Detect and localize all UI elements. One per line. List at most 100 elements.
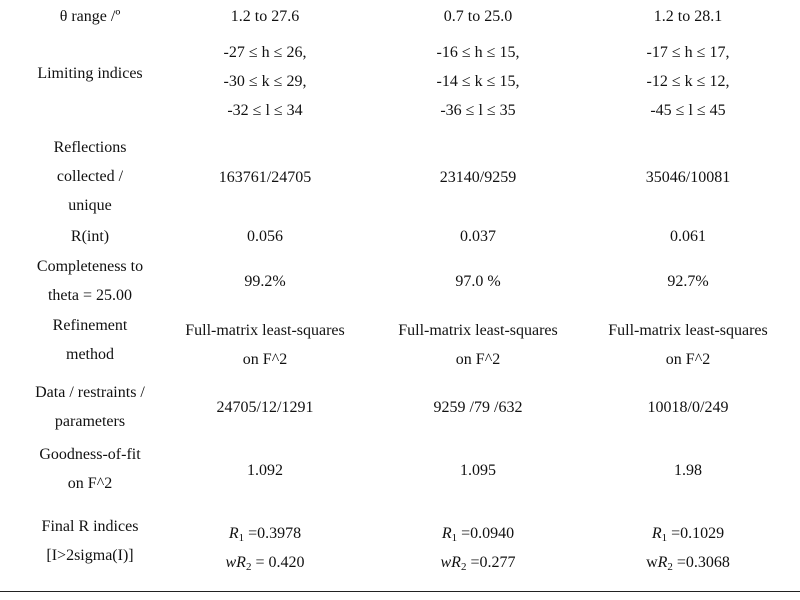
- label-line: θ range /º: [59, 8, 121, 25]
- value-line: Full-matrix least-squares: [608, 322, 768, 339]
- row-final-r-indices-value-3: R1 =0.1029 wR2 =0.3068: [583, 519, 793, 577]
- label-line: method: [66, 346, 114, 363]
- value-line: 35046/10081: [645, 169, 731, 186]
- row-refinement-method-label: Refinement method: [0, 311, 180, 369]
- value-line: Full-matrix least-squares: [398, 322, 558, 339]
- row-final-r-indices-label: Final R indices [I>2sigma(I)]: [0, 512, 180, 570]
- row-completeness-value-3: 92.7%: [583, 267, 793, 296]
- r1-value: =0.0940: [461, 525, 515, 542]
- label-line: Final R indices: [41, 518, 139, 535]
- r1-line: R1 =0.1029: [651, 525, 725, 544]
- label-line: Refinement: [52, 317, 128, 334]
- r1-value: =0.3978: [248, 525, 302, 542]
- row-theta-range-label: θ range /º: [0, 2, 180, 31]
- value-line: 1.095: [460, 462, 496, 479]
- value-line: 1.98: [674, 462, 702, 479]
- wr2-prefix: w: [440, 554, 452, 571]
- value-line: -30 ≤ k ≤ 29,: [223, 73, 307, 90]
- row-refinement-method-value-1: Full-matrix least-squares on F^2: [160, 316, 370, 374]
- value-line: 1.092: [247, 462, 283, 479]
- wr2-line: wR2 =0.3068: [646, 554, 730, 573]
- value-line: -17 ≤ h ≤ 17,: [646, 44, 730, 61]
- value-line: on F^2: [665, 351, 711, 368]
- r1-line: R1 =0.0940: [441, 525, 515, 544]
- row-limiting-indices-value-3: -17 ≤ h ≤ 17, -12 ≤ k ≤ 12, -45 ≤ l ≤ 45: [583, 38, 793, 125]
- label-line: Reflections: [53, 139, 127, 156]
- label-line: parameters: [54, 413, 126, 430]
- row-rint-value-1: 0.056: [160, 222, 370, 251]
- row-reflections-value-1: 163761/24705: [160, 163, 370, 192]
- row-data-restraints-value-3: 10018/0/249: [583, 393, 793, 422]
- value-line: -36 ≤ l ≤ 35: [440, 102, 516, 119]
- row-rint-value-2: 0.037: [373, 222, 583, 251]
- row-rint-value-3: 0.061: [583, 222, 793, 251]
- value-line: 0.037: [460, 228, 496, 245]
- row-completeness-value-1: 99.2%: [160, 267, 370, 296]
- row-limiting-indices-value-2: -16 ≤ h ≤ 15, -14 ≤ k ≤ 15, -36 ≤ l ≤ 35: [373, 38, 583, 125]
- row-data-restraints-value-1: 24705/12/1291: [160, 393, 370, 422]
- table-bottom-rule: [0, 591, 800, 592]
- row-limiting-indices-value-1: -27 ≤ h ≤ 26, -30 ≤ k ≤ 29, -32 ≤ l ≤ 34: [160, 38, 370, 125]
- wr2-prefix: w: [646, 554, 658, 571]
- value-line: 24705/12/1291: [216, 399, 314, 416]
- label-line: [I>2sigma(I)]: [46, 547, 134, 564]
- wr2-line: wR2 = 0.420: [225, 554, 305, 573]
- value-line: -14 ≤ k ≤ 15,: [436, 73, 520, 90]
- row-goodness-of-fit-label: Goodness-of-fit on F^2: [0, 440, 180, 498]
- label-line: Goodness-of-fit: [39, 446, 141, 463]
- wr2-line: wR2 =0.277: [440, 554, 516, 573]
- row-refinement-method-value-2: Full-matrix least-squares on F^2: [373, 316, 583, 374]
- row-reflections-label: Reflections collected / unique: [0, 133, 180, 220]
- row-completeness-value-2: 97.0 %: [373, 267, 583, 296]
- value-line: 163761/24705: [218, 169, 312, 186]
- row-completeness-label: Completeness to theta = 25.00: [0, 252, 180, 310]
- row-final-r-indices-value-1: R1 =0.3978 wR2 = 0.420: [160, 519, 370, 577]
- value-line: 23140/9259: [439, 169, 517, 186]
- label-line: on F^2: [67, 475, 113, 492]
- row-refinement-method-value-3: Full-matrix least-squares on F^2: [583, 316, 793, 374]
- value-line: 1.2 to 27.6: [230, 8, 300, 25]
- value-line: 0.7 to 25.0: [443, 8, 513, 25]
- value-line: Full-matrix least-squares: [185, 322, 345, 339]
- value-line: on F^2: [455, 351, 501, 368]
- row-limiting-indices-label: Limiting indices: [0, 59, 180, 88]
- wr2-prefix: w: [225, 554, 237, 571]
- value-line: 10018/0/249: [647, 399, 729, 416]
- label-line: Limiting indices: [37, 65, 143, 82]
- row-reflections-value-2: 23140/9259: [373, 163, 583, 192]
- label-line: R(int): [70, 228, 110, 245]
- value-line: -45 ≤ l ≤ 45: [650, 102, 726, 119]
- row-rint-label: R(int): [0, 222, 180, 251]
- value-line: -27 ≤ h ≤ 26,: [223, 44, 307, 61]
- value-line: on F^2: [242, 351, 288, 368]
- label-line: collected /: [56, 168, 124, 185]
- row-theta-range-value-1: 1.2 to 27.6: [160, 2, 370, 31]
- r1-line: R1 =0.3978: [228, 525, 302, 544]
- row-theta-range-value-2: 0.7 to 25.0: [373, 2, 583, 31]
- value-line: -12 ≤ k ≤ 12,: [646, 73, 730, 90]
- label-line: theta = 25.00: [47, 287, 133, 304]
- row-goodness-of-fit-value-3: 1.98: [583, 456, 793, 485]
- wr2-value: =0.3068: [676, 554, 730, 571]
- value-line: 99.2%: [244, 273, 286, 290]
- row-reflections-value-3: 35046/10081: [583, 163, 793, 192]
- wr2-value: = 0.420: [255, 554, 305, 571]
- r1-value: =0.1029: [671, 525, 725, 542]
- value-line: 97.0 %: [455, 273, 501, 290]
- row-goodness-of-fit-value-1: 1.092: [160, 456, 370, 485]
- row-data-restraints-value-2: 9259 /79 /632: [373, 393, 583, 422]
- label-line: Completeness to: [36, 258, 144, 275]
- wr2-value: =0.277: [470, 554, 516, 571]
- label-line: Data / restraints /: [35, 384, 145, 401]
- value-line: 92.7%: [667, 273, 709, 290]
- value-line: 1.2 to 28.1: [653, 8, 723, 25]
- row-final-r-indices-value-2: R1 =0.0940 wR2 =0.277: [373, 519, 583, 577]
- value-line: 0.061: [670, 228, 706, 245]
- row-theta-range-value-3: 1.2 to 28.1: [583, 2, 793, 31]
- value-line: 0.056: [247, 228, 283, 245]
- value-line: 9259 /79 /632: [433, 399, 523, 416]
- row-goodness-of-fit-value-2: 1.095: [373, 456, 583, 485]
- value-line: -32 ≤ l ≤ 34: [227, 102, 303, 119]
- row-data-restraints-label: Data / restraints / parameters: [0, 378, 180, 436]
- value-line: -16 ≤ h ≤ 15,: [436, 44, 520, 61]
